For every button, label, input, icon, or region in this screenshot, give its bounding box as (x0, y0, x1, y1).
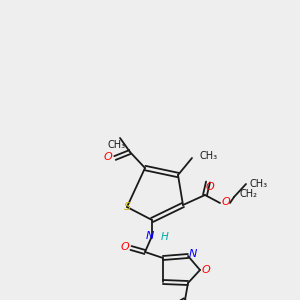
Text: O: O (222, 197, 230, 207)
Text: CH₂: CH₂ (239, 189, 257, 199)
Text: H: H (161, 232, 169, 242)
Text: O: O (202, 265, 210, 275)
Text: CH₃: CH₃ (108, 140, 126, 150)
Text: O: O (103, 152, 112, 162)
Text: CH₃: CH₃ (200, 151, 218, 161)
Text: S: S (123, 202, 130, 212)
Text: N: N (146, 231, 154, 241)
Text: N: N (189, 249, 197, 259)
Text: CH₃: CH₃ (250, 179, 268, 189)
Text: O: O (206, 182, 214, 192)
Text: O: O (121, 242, 129, 252)
